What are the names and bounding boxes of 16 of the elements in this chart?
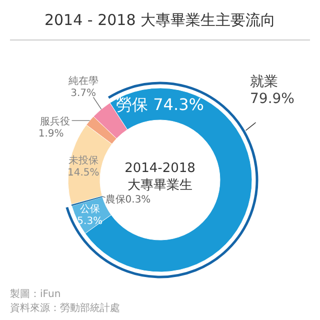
- slice-label: 勞保 74.3%: [116, 95, 204, 114]
- data-label: 14.5%: [67, 167, 100, 178]
- data-label: 3.7%: [70, 88, 96, 100]
- slice-label: 服兵役: [40, 116, 70, 128]
- text: 79.9%: [250, 91, 294, 107]
- text: 製圖：iFun: [10, 288, 61, 300]
- text: 大專畢業生: [128, 178, 192, 193]
- data-label: 1.9%: [38, 128, 64, 140]
- slice-label: 純在學: [68, 75, 98, 88]
- text: 就業: [250, 74, 278, 90]
- source-note: 資料來源：勞動部統計處: [10, 302, 120, 314]
- data-label: 5.3%: [77, 216, 103, 228]
- chart-title: 2014 - 2018 大專畢業生主要流向: [44, 11, 276, 29]
- text: 2014-2018: [124, 161, 196, 176]
- slice-label: 公保: [80, 203, 100, 216]
- slice-label: 農保0.3%: [105, 193, 151, 206]
